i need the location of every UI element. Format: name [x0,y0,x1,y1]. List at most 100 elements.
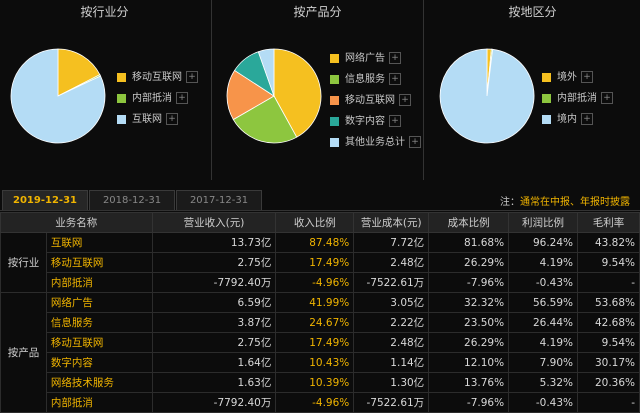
table-row[interactable]: 按行业 互联网 13.73亿 87.48% 7.72亿 81.68% 96.24% 43.82… [0,232,640,293]
cost-cell: 7.72亿 [353,232,430,253]
pie-slice[interactable] [273,48,322,138]
legend-item[interactable]: 网络广告 + [330,52,421,73]
cost-ratio-cell: 26.29% [428,252,510,273]
revenue-cell: 13.73亿 [151,232,277,253]
legend-item[interactable]: 移动互联网 + [117,71,198,92]
legend-label: 移动互联网 [132,72,182,83]
legend-swatch [330,116,339,126]
legend-swatch [542,72,551,82]
legend-swatch [117,72,126,82]
legend-swatch [330,53,339,63]
business-table: 业务名称 营业收入(元) 收入比例 营业成本(元) 成本比例 利润比例 毛利率 … [0,212,640,413]
legend-item[interactable]: 境外 + [542,71,613,92]
legend-item[interactable]: 互联网 + [117,113,198,134]
note-text: 通常在中报、年报时披露 [520,197,630,208]
margin-cell: - [577,272,640,293]
pie-slice[interactable] [439,48,535,144]
cost-cell: 2.22亿 [353,312,430,333]
profit-ratio-cell: 4.19% [508,252,578,273]
legend-item[interactable]: 信息服务 + [330,73,421,94]
table-row[interactable]: 按产品 网络广告 6.59亿 41.99% 3.05亿 32.32% 56.59% 53.68… [0,292,640,413]
cost-ratio-cell: -7.96% [428,392,510,413]
legend-label: 境外 [557,72,577,83]
revenue-cell: 1.64亿 [151,352,277,373]
revenue-ratio-cell: 87.48% [275,232,355,253]
table-row[interactable]: 网络技术服务 1.63亿 10.39% 1.30亿 13.76% 5.32% 20.36% [1,372,640,393]
margin-cell: 20.36% [577,372,640,393]
revenue-ratio-cell: -4.96% [275,272,355,293]
cost-ratio-cell: 12.10% [428,352,510,373]
business-name: 信息服务 [45,312,153,333]
pie-slice[interactable] [226,69,275,121]
legend-swatch [330,95,339,105]
cost-ratio-cell: -7.96% [428,272,510,293]
expand-plus-icon[interactable]: + [389,52,401,64]
tab-2017[interactable]: 2017-12-31 [176,190,262,210]
legend-item[interactable]: 数字内容 + [330,115,421,136]
table-row[interactable]: 移动互联网 2.75亿 17.49% 2.48亿 26.29% 4.19% 9.54% [1,252,640,273]
profit-ratio-cell: 5.32% [508,372,578,393]
revenue-cell: 6.59亿 [151,292,277,313]
header-cost: 营业成本(元) [353,212,430,233]
legend-item[interactable]: 其他业务总计 + [330,136,421,157]
tab-2019[interactable]: 2019-12-31 [2,190,88,210]
region-panel: 按地区分 境外 + 内部抵消 + 境内 + [423,0,640,180]
legend-swatch [330,137,339,147]
product-legend: 网络广告 + 信息服务 + 移动互联网 + 数字内容 + 其他业务总计 + [330,52,421,157]
expand-plus-icon[interactable]: + [176,92,188,104]
legend-swatch [117,114,126,124]
expand-plus-icon[interactable]: + [399,94,411,106]
legend-item[interactable]: 移动互联网 + [330,94,421,115]
margin-cell: 9.54% [577,332,640,353]
expand-plus-icon[interactable]: + [389,115,401,127]
header-gross-margin: 毛利率 [577,212,640,233]
expand-plus-icon[interactable]: + [389,73,401,85]
legend-swatch [330,74,339,84]
profit-ratio-cell: 96.24% [508,232,578,253]
margin-cell: 30.17% [577,352,640,373]
table-row[interactable]: 信息服务 3.87亿 24.67% 2.22亿 23.50% 26.44% 42.68% [1,312,640,333]
table-row[interactable]: 内部抵消 -7792.40万 -4.96% -7522.61万 -7.96% -0.43%… [1,272,640,293]
revenue-cell: 1.63亿 [151,372,277,393]
legend-item[interactable]: 境内 + [542,113,613,134]
business-name: 内部抵消 [45,392,153,413]
expand-plus-icon[interactable]: + [581,113,593,125]
pie-slice[interactable] [10,48,106,144]
table-row[interactable]: 移动互联网 2.75亿 17.49% 2.48亿 26.29% 4.19% 9.54% [1,332,640,353]
legend-label: 互联网 [132,114,162,125]
pie-slice[interactable] [257,48,275,97]
pie-slice[interactable] [232,95,298,144]
tab-2018[interactable]: 2018-12-31 [89,190,175,210]
cost-ratio-cell: 81.68% [428,232,510,253]
expand-plus-icon[interactable]: + [409,136,421,148]
pie-slice[interactable] [57,48,101,97]
group-label: 按行业 [0,232,47,293]
profit-ratio-cell: 4.19% [508,332,578,353]
legend-item[interactable]: 内部抵消 + [117,92,198,113]
group-label: 按产品 [0,292,47,413]
period-tabs: 2019-12-31 2018-12-31 2017-12-31 注：通常在中报… [0,190,640,211]
profit-ratio-cell: -0.43% [508,272,578,293]
expand-plus-icon[interactable]: + [581,71,593,83]
industry-pie-chart[interactable] [8,46,108,146]
expand-plus-icon[interactable]: + [166,113,178,125]
region-pie-chart[interactable] [437,46,537,146]
product-pie-chart[interactable] [224,46,324,146]
legend-item[interactable]: 内部抵消 + [542,92,613,113]
note-prefix: 注： [500,197,520,208]
cost-ratio-cell: 23.50% [428,312,510,333]
expand-plus-icon[interactable]: + [601,92,613,104]
industry-panel: 按行业分 移动互联网 + 内部抵消 + 互联网 + [0,0,209,180]
revenue-ratio-cell: 17.49% [275,332,355,353]
region-legend: 境外 + 内部抵消 + 境内 + [542,71,613,134]
header-cost-ratio: 成本比例 [428,212,510,233]
header-business-name: 业务名称 [0,212,153,233]
business-name: 互联网 [45,232,153,253]
table-row[interactable]: 数字内容 1.64亿 10.43% 1.14亿 12.10% 7.90% 30.17% [1,352,640,373]
profit-ratio-cell: 56.59% [508,292,578,313]
legend-label: 信息服务 [345,74,385,85]
revenue-ratio-cell: -4.96% [275,392,355,413]
expand-plus-icon[interactable]: + [186,71,198,83]
table-row[interactable]: 内部抵消 -7792.40万 -4.96% -7522.61万 -7.96% -0.43%… [1,392,640,413]
cost-cell: 1.14亿 [353,352,430,373]
